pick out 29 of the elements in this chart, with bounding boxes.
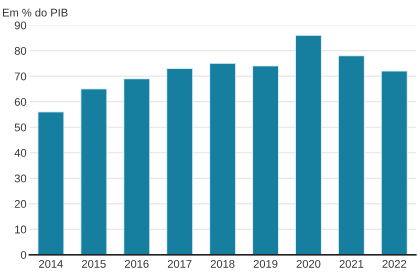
bar: [295, 34, 322, 255]
y-tick-label: 50: [14, 124, 26, 132]
x-tick-label: 2014: [39, 260, 63, 268]
y-tick-label: 0: [20, 251, 26, 259]
x-tick-label: 2019: [254, 260, 278, 268]
y-tick-label: 10: [15, 226, 26, 234]
y-tick-label: 90: [14, 21, 26, 30]
x-tick-label: 2015: [82, 260, 106, 268]
y-tick-label: 30: [14, 174, 26, 182]
x-tick-label: 2018: [210, 260, 234, 268]
y-tick-label: 40: [14, 149, 26, 157]
x-tick-label: 2021: [340, 260, 364, 268]
y-tick-label: 20: [14, 200, 26, 208]
bar: [338, 55, 365, 255]
bar: [252, 66, 279, 255]
bar: [123, 78, 150, 255]
y-tick-label: 70: [14, 72, 26, 80]
bar: [209, 63, 236, 255]
y-tick-label: 60: [14, 98, 26, 106]
x-tick-label: 2020: [296, 260, 320, 268]
x-tick-label: 2017: [168, 260, 192, 268]
x-tick-label: 2022: [382, 260, 406, 268]
y-axis-title: Em % do PIB: [3, 8, 68, 17]
bar: [166, 68, 193, 255]
bar: [80, 88, 108, 255]
y-tick-label: 80: [14, 46, 26, 55]
bar: [381, 70, 408, 255]
x-tick-label: 2016: [124, 260, 149, 268]
bar: [38, 112, 64, 255]
